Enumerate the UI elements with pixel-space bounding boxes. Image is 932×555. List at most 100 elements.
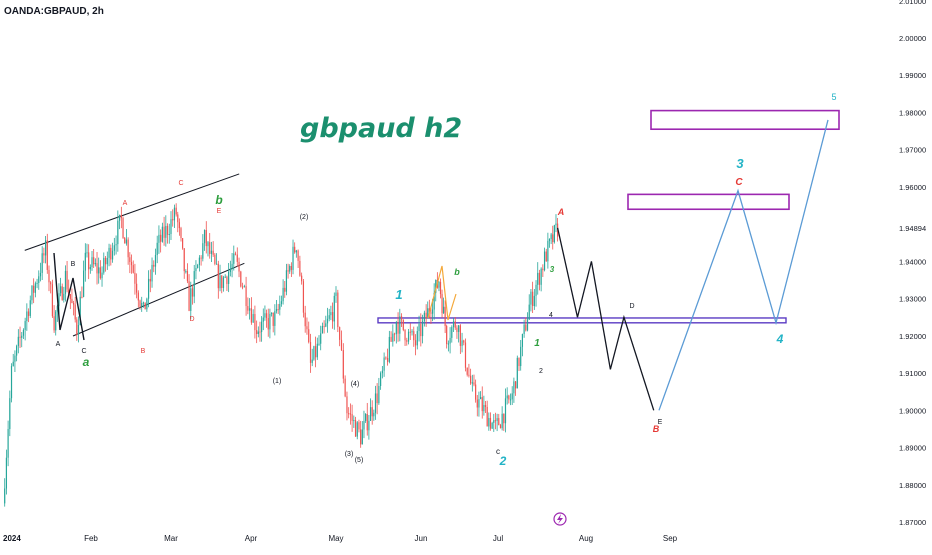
- candle-body: [282, 287, 284, 302]
- candle-body: [548, 239, 551, 241]
- candle-body: [537, 272, 539, 285]
- candle-body: [22, 329, 25, 336]
- candle-body: [376, 393, 378, 404]
- wave-label: a: [83, 355, 90, 369]
- projection-path: [658, 119, 829, 411]
- candle-body: [368, 420, 370, 431]
- candle-body: [520, 346, 522, 367]
- candle-body: [130, 261, 133, 266]
- candle-body: [29, 300, 31, 316]
- trendline: [24, 173, 240, 251]
- candle-body: [532, 291, 534, 307]
- candle-body: [228, 272, 230, 284]
- target-zone: [650, 109, 840, 131]
- wave-label: b: [215, 193, 222, 207]
- wave-label: A: [56, 341, 61, 348]
- candle-body: [262, 317, 264, 322]
- chart-title: gbpaud h2: [300, 113, 463, 144]
- candle-body: [545, 251, 547, 262]
- candle-body: [365, 413, 367, 421]
- candle-body: [449, 337, 451, 344]
- candle-body: [120, 214, 122, 219]
- candle-body: [188, 281, 190, 311]
- candle-body: [337, 292, 339, 328]
- candle-body: [240, 271, 242, 287]
- candle-body: [306, 326, 308, 330]
- candle-body: [26, 311, 28, 322]
- candle-body: [399, 316, 401, 334]
- candle-body: [366, 413, 368, 431]
- x-tick-label: May: [328, 534, 343, 543]
- candle-body: [335, 292, 337, 296]
- candle-body: [161, 226, 163, 242]
- candle-body: [158, 234, 160, 243]
- candle-body: [318, 343, 320, 345]
- wave-label: b: [454, 267, 460, 277]
- candle-body: [214, 254, 216, 264]
- candle-body: [182, 238, 184, 249]
- candle-body: [516, 357, 518, 389]
- candle-body: [308, 329, 310, 343]
- candle-body: [146, 298, 148, 310]
- candle-body: [385, 357, 387, 359]
- candle-body: [234, 253, 237, 255]
- candle-body: [175, 207, 177, 215]
- candle-body: [311, 359, 313, 363]
- candle-body: [111, 250, 114, 260]
- candle-body: [257, 331, 259, 335]
- candle-body: [93, 257, 95, 265]
- candle-body: [459, 325, 461, 346]
- candle-body: [550, 234, 552, 240]
- wave-label: (5): [355, 457, 364, 464]
- candle-body: [14, 355, 16, 362]
- candle-body: [55, 311, 57, 331]
- candle-body: [267, 318, 269, 330]
- candle-body: [397, 322, 399, 334]
- candle-body: [402, 319, 404, 330]
- candle-body: [224, 276, 226, 278]
- candle-body: [423, 312, 425, 322]
- wave-label: 5: [831, 92, 836, 102]
- candle-body: [486, 406, 488, 427]
- candle-body: [351, 414, 353, 421]
- candle-body: [326, 318, 329, 324]
- candle-body: [451, 327, 453, 338]
- candle-body: [51, 284, 53, 317]
- candle-body: [99, 267, 101, 279]
- wave-orange-path: [427, 265, 457, 321]
- candle-body: [124, 237, 126, 244]
- candle-body: [41, 253, 43, 273]
- candle-body: [433, 292, 435, 310]
- candle-body: [58, 293, 60, 307]
- candle-body: [483, 405, 485, 412]
- x-tick-label: Aug: [579, 534, 593, 543]
- candle-body: [74, 304, 76, 320]
- candle-body: [289, 266, 291, 272]
- candle-body: [421, 321, 424, 337]
- candle-body: [274, 311, 276, 326]
- candle-body: [407, 331, 410, 342]
- candle-body: [219, 275, 221, 289]
- candle-body: [456, 327, 458, 332]
- candle-body: [200, 257, 202, 259]
- candle-body: [270, 312, 273, 314]
- candle-body: [210, 250, 213, 254]
- candle-body: [503, 413, 505, 424]
- candle-body: [508, 395, 510, 400]
- candle-body: [358, 422, 360, 430]
- candle-body: [104, 257, 107, 265]
- target-zone: [627, 193, 790, 211]
- candle-body: [180, 228, 182, 239]
- candle-body: [430, 312, 432, 314]
- candle-body: [122, 218, 124, 238]
- candle-body: [72, 303, 75, 305]
- candle-body: [506, 395, 508, 399]
- candle-body: [348, 413, 350, 415]
- candle-body: [290, 266, 292, 270]
- candle-body: [147, 278, 150, 299]
- wave-label: B: [653, 424, 660, 434]
- candle-body: [292, 246, 294, 270]
- candle-body: [108, 247, 110, 258]
